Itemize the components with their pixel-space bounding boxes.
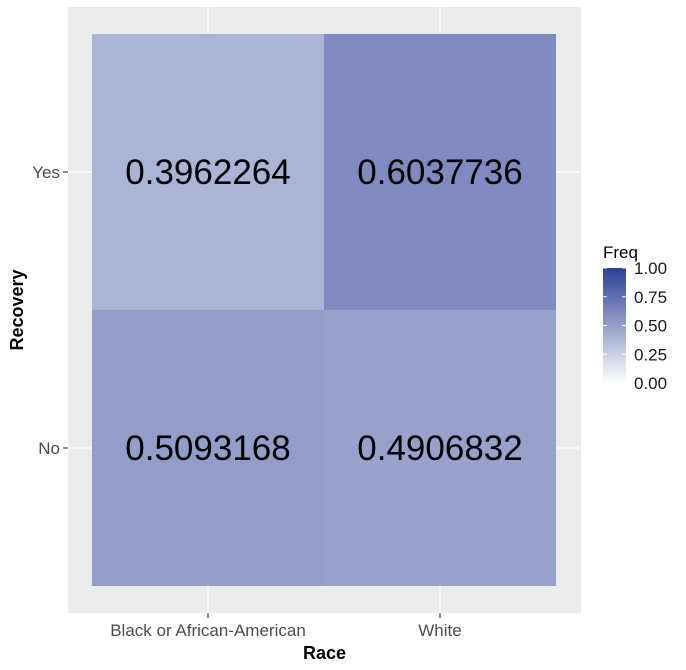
legend-tick-label: 0.25: [634, 345, 667, 364]
color-legend: Freq 0.00 0.25 0.50 0.75 1.00: [603, 243, 667, 393]
x-axis-title: Race: [303, 643, 346, 663]
legend-tick-label: 1.00: [634, 259, 667, 278]
y-tick-label-yes: Yes: [32, 163, 60, 182]
x-tick-label-black-or-african-american: Black or African-American: [110, 621, 306, 640]
legend-colorbar: [603, 268, 626, 383]
legend-tick-label: 0.50: [634, 317, 667, 336]
legend-tick-label: 0.00: [634, 374, 667, 393]
cell-value-label-black-or-african-american-yes: 0.3962264: [125, 153, 290, 192]
legend-tick-label: 0.75: [634, 288, 667, 307]
cell-value-label-white-no: 0.4906832: [357, 429, 522, 468]
x-axis: Black or African-American White: [110, 613, 462, 640]
x-tick-label-white: White: [418, 621, 461, 640]
cell-value-label-black-or-african-american-no: 0.5093168: [125, 429, 290, 468]
y-axis-title: Recovery: [7, 269, 27, 350]
heatmap-cell-white-yes: [324, 34, 556, 310]
cell-value-label-white-yes: 0.6037736: [357, 153, 522, 192]
heatmap-cell-white-no: [324, 310, 556, 586]
heatmap-cell-labels: 0.3962264 0.6037736 0.5093168 0.4906832: [125, 153, 522, 468]
y-tick-label-no: No: [38, 439, 60, 458]
heatmap-cell-black-or-african-american-no: [92, 310, 324, 586]
y-axis: Yes No: [32, 163, 68, 458]
legend-ticks: 0.00 0.25 0.50 0.75 1.00: [603, 259, 667, 393]
heatmap-cells: [92, 34, 556, 586]
legend-title: Freq: [603, 243, 638, 262]
heatmap-cell-black-or-african-american-yes: [92, 34, 324, 310]
